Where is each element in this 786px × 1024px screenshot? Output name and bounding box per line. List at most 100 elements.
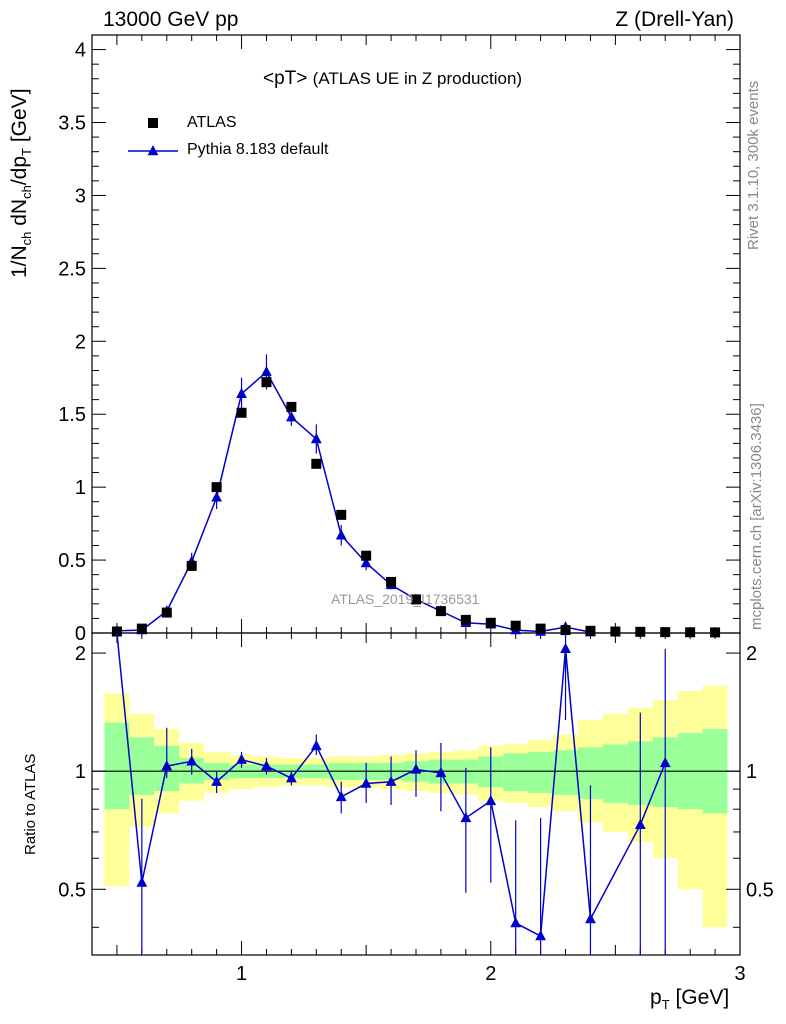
ratio-point [360,777,372,788]
main-data-series [111,377,721,638]
ratio-point [535,930,547,941]
atlas-point [111,626,122,637]
mc-point [310,433,322,444]
atlas-point [435,606,446,617]
atlas-point [485,617,496,628]
main-y-tick-label: 2.5 [58,258,86,280]
mc-point [285,411,297,422]
atlas-point [161,607,172,618]
legend-marker-pythia [147,145,159,156]
ratio-y-tick-label: 1 [75,761,86,783]
mc-point [211,491,223,502]
plot-title: <pT> (ATLAS UE in Z production) [263,68,522,90]
legend-label-atlas: ATLAS [187,114,237,131]
atlas-point [211,482,222,493]
main-y-axis-label: 1/Nch dNch/dpT [GeV] [8,88,35,278]
ratio-point [285,772,297,783]
band-inner-bin [602,744,628,803]
axes-frames [91,34,741,956]
header-left: 13000 GeV pp [103,8,239,31]
plot-title-sub: (ATLAS UE in Z production) [312,69,523,88]
atlas-point [336,509,347,520]
ratio-y-tick-label-right: 1 [746,761,757,783]
ratio-point [510,917,522,928]
ratio-y-tick-label-right: 0.5 [746,879,774,901]
legend [128,118,178,156]
ratio-point [136,876,148,887]
ratio-point [385,775,397,786]
band-inner-bin [503,753,529,792]
main-y-tick-label: 3 [75,185,86,207]
ratio-line [116,632,666,938]
mc-point [360,556,372,568]
main-y-tick-label: 0 [75,623,86,645]
atlas-point [136,623,147,634]
main-y-tick-label: 2 [75,331,86,353]
ratio-point [560,642,571,654]
ratio-point [161,760,173,771]
atlas-point [635,626,646,637]
ratio-point [261,760,272,771]
ratio-point [410,763,422,774]
ratio-point [236,753,247,764]
atlas-point [261,377,272,388]
ratio-point [659,756,671,768]
atlas-point [361,550,372,561]
ratio-point [585,912,596,924]
atlas-point [710,627,721,638]
ratio-uncertainty-bands [104,685,728,928]
atlas-point [186,560,197,571]
band-inner-bin [528,751,554,793]
analysis-watermark: ATLAS_2019_I1736531 [331,591,480,607]
x-tick-label: 1 [236,963,247,985]
ratio-y-axis-label: Ratio to ATLAS [22,753,39,855]
atlas-point [660,627,671,638]
rivet-label: Rivet 3.1.10, 300k events [745,80,762,250]
ratio-y-tick-label-right: 2 [746,643,757,665]
ratio-mc-series [116,632,671,955]
ratio-y-tick-label: 2 [75,643,86,665]
atlas-point [535,623,546,634]
x-tick-label: 3 [734,963,745,985]
header-right: Z (Drell-Yan) [615,8,734,31]
atlas-point [386,576,397,587]
atlas-point [411,594,421,605]
main-y-tick-label: 4 [75,40,86,62]
ratio-point [485,794,497,806]
band-inner-bin [104,722,130,810]
ratio-point [335,790,347,802]
ratio-point [460,811,472,823]
legend-label-pythia: Pythia 8.183 default [187,141,329,158]
plot-title-main: <pT> [263,68,308,89]
ratio-y-tick-label: 0.5 [58,879,86,901]
ratio-point [435,766,447,778]
atlas-point [685,627,696,638]
atlas-point [510,620,521,631]
atlas-point [460,614,471,625]
atlas-point [560,625,571,636]
main-y-tick-label: 1.5 [58,404,86,426]
legend-marker-atlas [148,118,158,128]
mc-point [335,529,347,540]
tick-labels: 1 2 3 0 0.5 1 1.5 2 2.5 3 3.5 4 0.5 0.5 1 1 2 2 [58,40,774,985]
atlas-point [585,625,596,636]
main-y-tick-label: 0.5 [58,550,86,572]
ratio-point [634,818,646,830]
ratio-point [310,739,322,751]
ratio-point [186,755,198,766]
atlas-point [236,407,247,418]
mc-point [236,387,247,398]
atlas-point [286,401,297,412]
x-axis-label: pT [GeV] [650,986,730,1013]
atlas-point [311,458,322,469]
atlas-point [610,626,621,637]
mc-point [261,365,272,377]
x-tick-label: 2 [485,963,496,985]
main-y-tick-label: 3.5 [58,113,86,135]
source-label: mcplots.cern.ch [arXiv:1306.3436] [748,403,765,630]
band-inner-bin [129,737,155,795]
main-y-tick-label: 1 [75,477,86,499]
ratio-point [211,775,223,786]
band-inner-bin [553,750,578,795]
